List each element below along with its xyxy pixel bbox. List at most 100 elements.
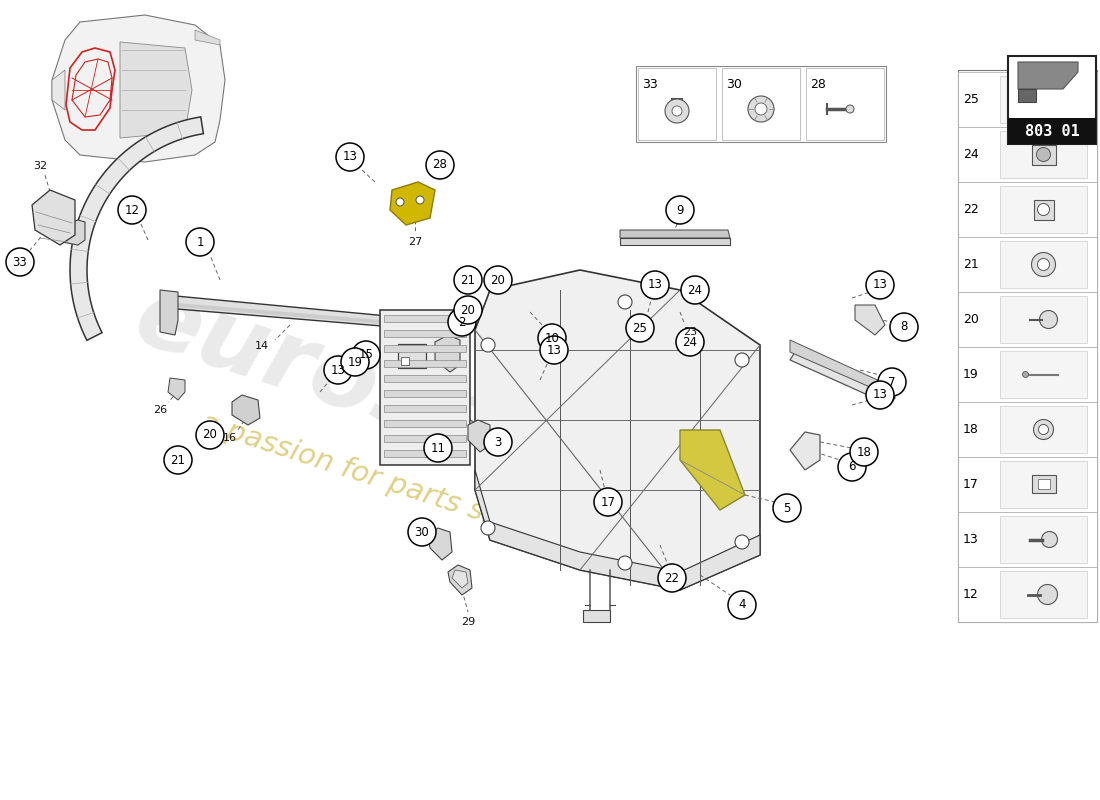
Text: 19: 19: [348, 355, 363, 369]
Bar: [384, 330, 466, 337]
Polygon shape: [70, 117, 204, 340]
Text: 803 01: 803 01: [1024, 123, 1079, 138]
Bar: [636, 66, 886, 142]
Text: 7: 7: [889, 375, 895, 389]
Circle shape: [666, 196, 694, 224]
Circle shape: [866, 271, 894, 299]
Text: 22: 22: [962, 203, 979, 216]
Circle shape: [1050, 94, 1060, 105]
Bar: [1000, 241, 1087, 288]
Text: 10: 10: [544, 331, 560, 345]
Circle shape: [618, 295, 632, 309]
Bar: [1000, 571, 1087, 618]
Bar: [384, 450, 466, 457]
Text: 3: 3: [494, 435, 502, 449]
Bar: [1000, 516, 1087, 563]
Polygon shape: [680, 430, 745, 510]
Circle shape: [1037, 585, 1057, 605]
Text: 30: 30: [726, 78, 741, 91]
Circle shape: [735, 353, 749, 367]
Text: 13: 13: [872, 278, 888, 291]
Text: 18: 18: [857, 446, 871, 458]
Circle shape: [424, 434, 452, 462]
Text: 5: 5: [783, 502, 791, 514]
Text: 9: 9: [676, 203, 684, 217]
Bar: [958, 70, 1097, 622]
Circle shape: [866, 381, 894, 409]
Circle shape: [626, 314, 654, 342]
Bar: [958, 512, 1097, 567]
Text: 33: 33: [642, 78, 658, 91]
Bar: [1037, 478, 1049, 489]
Bar: [958, 72, 1097, 127]
Circle shape: [676, 328, 704, 356]
Bar: [1000, 76, 1087, 123]
Bar: [583, 610, 610, 622]
Polygon shape: [232, 395, 260, 425]
Text: 17: 17: [601, 495, 616, 509]
Circle shape: [164, 446, 192, 474]
Polygon shape: [32, 190, 75, 245]
Circle shape: [838, 453, 866, 481]
Circle shape: [484, 428, 512, 456]
Polygon shape: [790, 340, 895, 398]
Bar: [1032, 474, 1056, 493]
Bar: [638, 68, 716, 140]
Circle shape: [396, 198, 404, 206]
Bar: [1000, 406, 1087, 453]
Circle shape: [118, 196, 146, 224]
Circle shape: [755, 103, 767, 115]
Text: 15: 15: [359, 349, 373, 362]
Polygon shape: [475, 470, 760, 590]
Circle shape: [846, 105, 854, 113]
Text: 30: 30: [415, 526, 429, 538]
Polygon shape: [470, 420, 488, 445]
Text: 12: 12: [962, 588, 979, 601]
Bar: [1000, 186, 1087, 233]
Bar: [398, 344, 426, 368]
Text: 21: 21: [461, 274, 475, 286]
Circle shape: [484, 266, 512, 294]
Bar: [1034, 199, 1054, 219]
Text: 2: 2: [459, 315, 465, 329]
Text: 25: 25: [632, 322, 648, 334]
Polygon shape: [160, 290, 178, 335]
Circle shape: [540, 336, 568, 364]
Bar: [958, 237, 1097, 292]
Circle shape: [426, 151, 454, 179]
Text: 20: 20: [202, 429, 218, 442]
Bar: [384, 315, 466, 322]
Text: 28: 28: [810, 78, 826, 91]
Polygon shape: [428, 528, 452, 560]
Text: 26: 26: [153, 405, 167, 415]
Polygon shape: [452, 570, 468, 588]
Polygon shape: [790, 432, 820, 470]
Text: 8: 8: [900, 321, 908, 334]
Bar: [958, 567, 1097, 622]
Text: 11: 11: [430, 442, 446, 454]
Text: 13: 13: [331, 363, 345, 377]
Bar: [402, 357, 409, 365]
Text: 23: 23: [683, 327, 697, 337]
Text: 24: 24: [688, 283, 703, 297]
Circle shape: [454, 296, 482, 324]
Polygon shape: [390, 182, 435, 225]
Bar: [1032, 145, 1056, 165]
Bar: [384, 405, 466, 412]
Circle shape: [324, 356, 352, 384]
Bar: [384, 360, 466, 367]
Bar: [1008, 56, 1096, 144]
Bar: [958, 127, 1097, 182]
Circle shape: [666, 99, 689, 123]
Circle shape: [1023, 371, 1028, 378]
Circle shape: [6, 248, 34, 276]
Bar: [1000, 131, 1087, 178]
Bar: [806, 68, 884, 140]
Circle shape: [196, 421, 224, 449]
Polygon shape: [168, 378, 185, 400]
Circle shape: [1034, 419, 1054, 439]
Text: 13: 13: [648, 278, 662, 291]
Text: 22: 22: [664, 571, 680, 585]
Text: 1: 1: [196, 235, 204, 249]
Circle shape: [890, 313, 918, 341]
